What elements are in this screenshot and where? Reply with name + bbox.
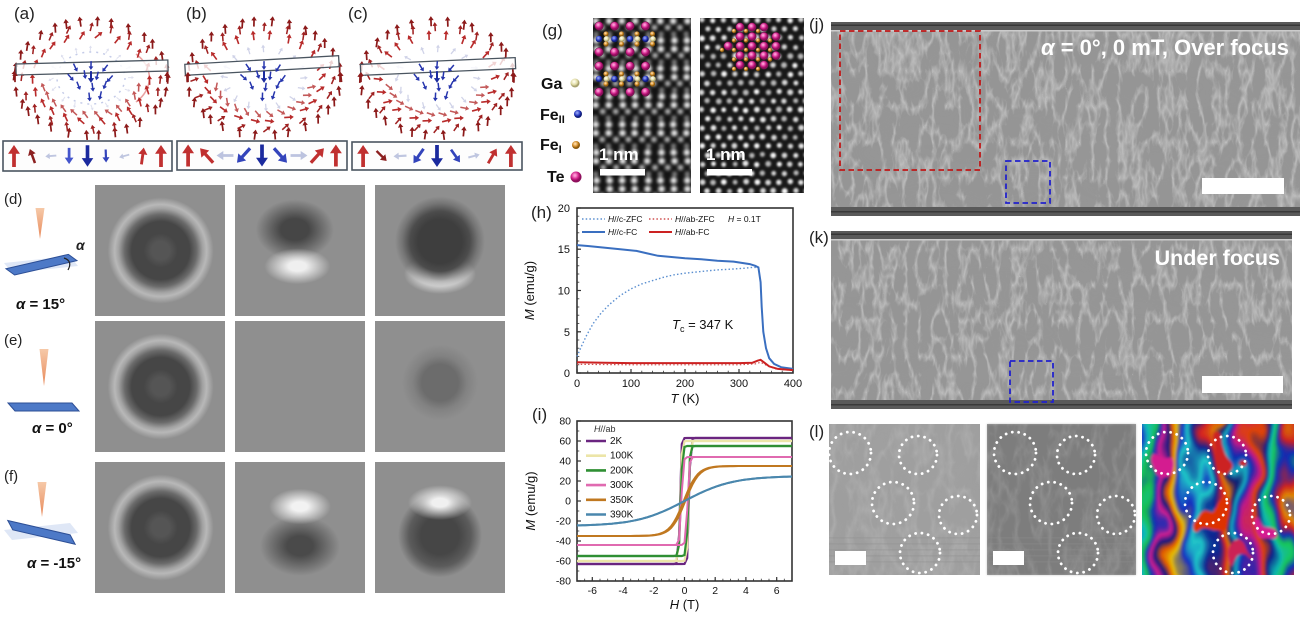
svg-text:60: 60 <box>559 436 571 448</box>
svg-text:α = 0°: α = 0° <box>32 420 73 437</box>
svg-text:20: 20 <box>559 476 571 488</box>
svg-text:(c): (c) <box>348 4 368 23</box>
svg-text:M (emu/g): M (emu/g) <box>522 261 537 320</box>
svg-text:1 nm: 1 nm <box>599 145 639 164</box>
svg-text:Ga: Ga <box>541 76 562 93</box>
svg-text:α: α <box>76 237 86 253</box>
svg-text:M (emu/g): M (emu/g) <box>523 471 538 530</box>
svg-text:Te: Te <box>547 169 565 186</box>
svg-text:2: 2 <box>712 585 718 597</box>
svg-text:-2: -2 <box>649 585 658 597</box>
svg-text:(e): (e) <box>4 332 22 349</box>
svg-text:α = -15°: α = -15° <box>27 555 81 572</box>
svg-text:(h): (h) <box>531 203 552 222</box>
svg-text:-20: -20 <box>556 516 571 528</box>
svg-text:α = 0°, 0 mT, Over focus: α = 0°, 0 mT, Over focus <box>1041 35 1289 60</box>
svg-text:1 nm: 1 nm <box>706 145 746 164</box>
svg-text:350K: 350K <box>610 495 634 506</box>
svg-text:H//ab-ZFC: H//ab-ZFC <box>675 214 715 224</box>
svg-text:(b): (b) <box>186 4 207 23</box>
svg-text:FeII: FeII <box>540 107 565 126</box>
svg-text:2K: 2K <box>610 436 623 447</box>
svg-text:-4: -4 <box>618 585 627 597</box>
svg-text:10: 10 <box>558 286 570 298</box>
svg-text:(a): (a) <box>14 4 35 23</box>
svg-text:80: 80 <box>559 416 571 428</box>
svg-text:H = 0.1T: H = 0.1T <box>728 214 761 224</box>
svg-text:(l): (l) <box>809 422 824 441</box>
svg-text:-60: -60 <box>556 556 571 568</box>
svg-text:H (T): H (T) <box>670 597 700 612</box>
svg-text:390K: 390K <box>610 510 634 521</box>
svg-text:(d): (d) <box>4 191 22 208</box>
svg-text:α = 15°: α = 15° <box>16 296 65 313</box>
svg-text:-6: -6 <box>588 585 597 597</box>
svg-text:H//c-ZFC: H//c-ZFC <box>608 214 642 224</box>
svg-text:100K: 100K <box>610 451 634 462</box>
svg-text:4: 4 <box>743 585 749 597</box>
svg-text:20: 20 <box>558 203 570 215</box>
svg-text:300K: 300K <box>610 480 634 491</box>
svg-text:-40: -40 <box>556 536 571 548</box>
svg-text:40: 40 <box>559 456 571 468</box>
svg-text:T (K): T (K) <box>671 391 700 406</box>
svg-text:300: 300 <box>730 378 748 390</box>
svg-text:(g): (g) <box>542 21 563 40</box>
svg-text:0: 0 <box>564 368 570 380</box>
svg-text:0: 0 <box>565 496 571 508</box>
svg-text:5: 5 <box>564 327 570 339</box>
svg-text:0: 0 <box>574 378 580 390</box>
svg-text:H//ab-FC: H//ab-FC <box>675 227 709 237</box>
svg-text:15: 15 <box>558 244 570 256</box>
svg-text:Tc = 347 K: Tc = 347 K <box>672 317 734 334</box>
svg-text:200K: 200K <box>610 465 634 476</box>
svg-text:100: 100 <box>622 378 640 390</box>
svg-text:(j): (j) <box>809 15 824 34</box>
svg-text:FeI: FeI <box>540 137 562 156</box>
svg-text:Under focus: Under focus <box>1155 246 1280 270</box>
svg-text:H//c-FC: H//c-FC <box>608 227 637 237</box>
svg-text:200: 200 <box>676 378 694 390</box>
svg-text:(f): (f) <box>4 468 18 485</box>
svg-text:6: 6 <box>774 585 780 597</box>
svg-text:0: 0 <box>682 585 688 597</box>
svg-text:(k): (k) <box>809 228 829 247</box>
svg-text:H//ab: H//ab <box>594 424 616 434</box>
svg-text:-80: -80 <box>556 576 571 588</box>
svg-text:(i): (i) <box>532 405 547 424</box>
svg-text:400: 400 <box>784 378 802 390</box>
